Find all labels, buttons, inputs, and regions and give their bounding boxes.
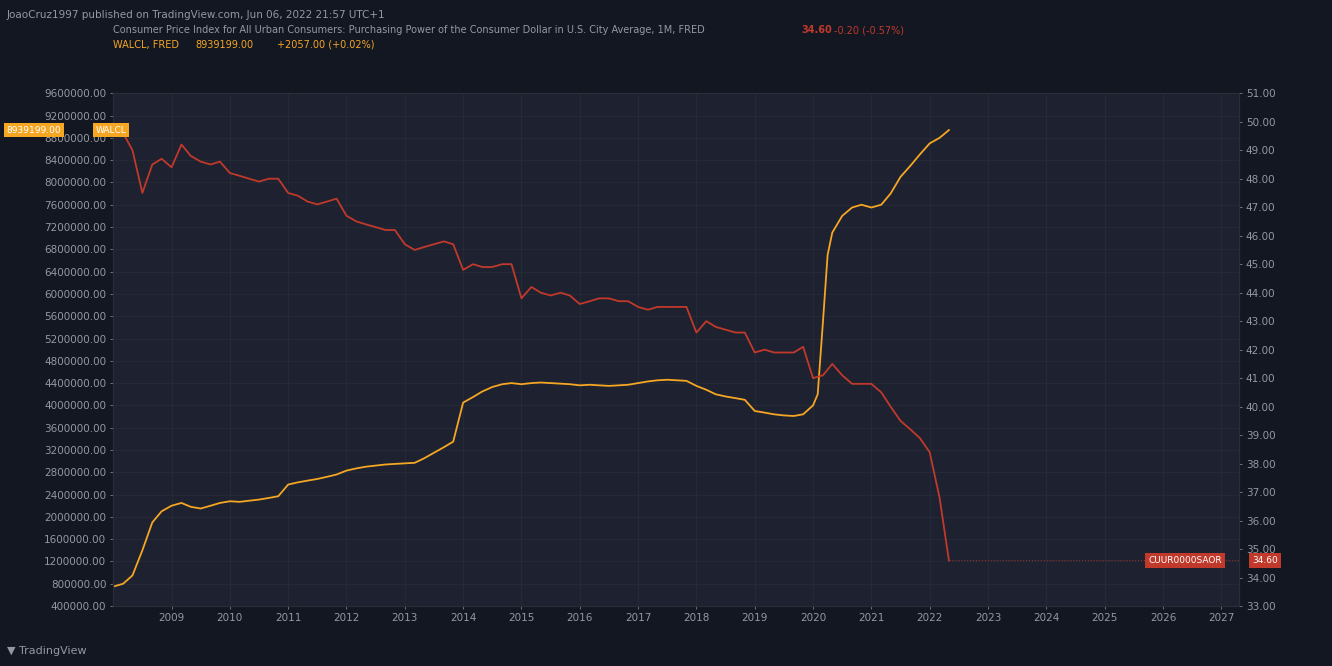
Text: 34.60: 34.60	[802, 25, 832, 35]
Text: 34.60: 34.60	[1252, 556, 1277, 565]
Text: ▼ TradingView: ▼ TradingView	[7, 646, 87, 656]
Text: WALCL, FRED: WALCL, FRED	[113, 40, 180, 50]
Text: CUUR0000SAOR: CUUR0000SAOR	[1148, 556, 1221, 565]
Text: -0.20 (-0.57%): -0.20 (-0.57%)	[834, 25, 904, 35]
Text: WALCL: WALCL	[96, 126, 127, 135]
Text: Consumer Price Index for All Urban Consumers: Purchasing Power of the Consumer D: Consumer Price Index for All Urban Consu…	[113, 25, 705, 35]
Text: 8939199.00: 8939199.00	[196, 40, 254, 50]
Text: 8939199.00: 8939199.00	[7, 126, 61, 135]
Text: +2057.00 (+0.02%): +2057.00 (+0.02%)	[277, 40, 374, 50]
Text: JoaoCruz1997 published on TradingView.com, Jun 06, 2022 21:57 UTC+1: JoaoCruz1997 published on TradingView.co…	[7, 10, 385, 20]
